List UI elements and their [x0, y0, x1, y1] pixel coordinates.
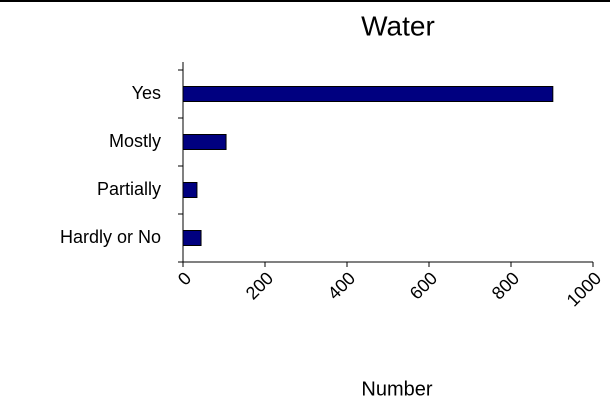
y-tick-label: Hardly or No	[60, 227, 161, 247]
y-tick-label: Yes	[132, 83, 161, 103]
x-tick-label: 600	[406, 268, 441, 303]
chart-title: Water	[361, 10, 435, 41]
bar	[182, 182, 198, 198]
bar	[182, 86, 554, 102]
bar	[182, 230, 202, 246]
y-tick-label: Partially	[97, 179, 161, 199]
x-tick-label: 400	[324, 268, 359, 303]
x-axis-label: Number	[361, 378, 432, 400]
bar	[182, 134, 227, 150]
y-tick-label: Mostly	[109, 131, 161, 151]
x-tick-label: 0	[174, 268, 195, 289]
x-tick-label: 200	[242, 268, 277, 303]
x-tick-label: 800	[488, 268, 523, 303]
x-tick-label: 1000	[563, 268, 605, 310]
